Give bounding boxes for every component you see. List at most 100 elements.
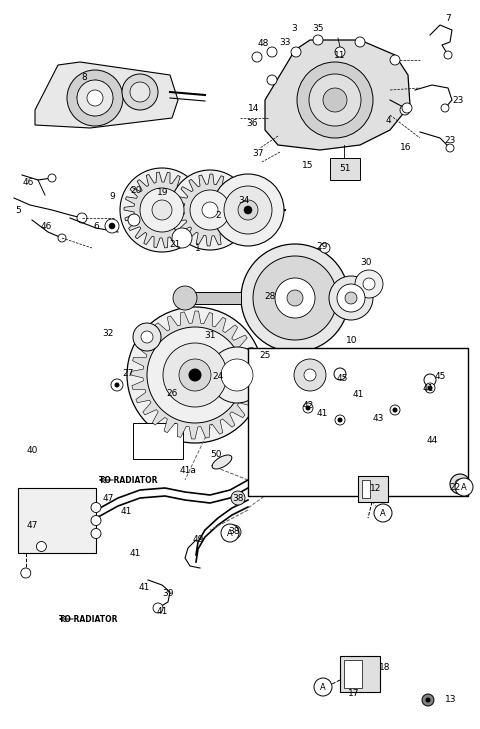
Text: 14: 14 xyxy=(248,104,260,112)
Bar xyxy=(185,292,241,304)
Text: 40: 40 xyxy=(26,445,38,454)
Circle shape xyxy=(313,35,323,45)
Circle shape xyxy=(244,206,252,214)
Text: 39: 39 xyxy=(162,590,174,599)
Text: 15: 15 xyxy=(302,160,314,170)
Circle shape xyxy=(287,290,303,306)
Text: A: A xyxy=(227,529,233,537)
Text: TO RADIATOR: TO RADIATOR xyxy=(99,475,157,485)
Text: 9: 9 xyxy=(109,192,115,200)
Text: 31: 31 xyxy=(204,330,216,340)
Circle shape xyxy=(455,479,465,489)
Circle shape xyxy=(127,307,263,443)
Text: 41: 41 xyxy=(422,383,434,392)
Circle shape xyxy=(87,90,103,106)
Circle shape xyxy=(252,52,262,62)
Text: 30: 30 xyxy=(360,257,372,267)
Circle shape xyxy=(36,542,47,552)
Text: 25: 25 xyxy=(259,351,271,359)
Text: 4: 4 xyxy=(385,115,391,125)
Bar xyxy=(18,488,96,553)
Circle shape xyxy=(133,323,161,351)
Text: 12: 12 xyxy=(370,483,382,493)
Text: 51: 51 xyxy=(339,163,351,173)
Circle shape xyxy=(335,415,345,425)
Circle shape xyxy=(170,170,250,250)
Text: 47: 47 xyxy=(26,521,38,531)
Circle shape xyxy=(314,678,332,696)
Circle shape xyxy=(173,286,197,310)
Polygon shape xyxy=(265,40,410,150)
Circle shape xyxy=(91,502,101,512)
Text: TO RADIATOR: TO RADIATOR xyxy=(59,615,117,623)
Text: 41a: 41a xyxy=(180,466,196,475)
Text: 28: 28 xyxy=(264,292,276,300)
Text: 29: 29 xyxy=(316,241,328,251)
Circle shape xyxy=(48,174,56,182)
Text: 23: 23 xyxy=(452,95,464,104)
Circle shape xyxy=(190,190,230,230)
Text: 11: 11 xyxy=(334,50,346,60)
Text: 44: 44 xyxy=(426,435,438,445)
Circle shape xyxy=(335,47,345,57)
Circle shape xyxy=(291,47,301,57)
Bar xyxy=(133,423,183,459)
Text: 37: 37 xyxy=(252,149,264,157)
Text: 49: 49 xyxy=(192,536,204,545)
Text: 22: 22 xyxy=(449,483,461,491)
Circle shape xyxy=(441,104,449,112)
Circle shape xyxy=(128,214,140,226)
Ellipse shape xyxy=(265,276,325,320)
Text: 21: 21 xyxy=(169,240,180,249)
Text: 23: 23 xyxy=(444,136,456,144)
Circle shape xyxy=(450,474,470,494)
Text: A: A xyxy=(380,509,386,518)
Bar xyxy=(344,660,362,688)
Text: 35: 35 xyxy=(312,23,324,33)
Circle shape xyxy=(238,200,258,220)
Circle shape xyxy=(189,369,201,381)
Circle shape xyxy=(140,188,184,232)
Circle shape xyxy=(209,347,265,403)
Circle shape xyxy=(422,694,434,706)
Ellipse shape xyxy=(212,455,232,469)
Circle shape xyxy=(91,515,101,526)
Text: 41: 41 xyxy=(352,389,364,399)
Text: 41: 41 xyxy=(129,550,141,558)
Circle shape xyxy=(306,406,310,410)
Polygon shape xyxy=(35,62,178,128)
Circle shape xyxy=(77,213,87,223)
Circle shape xyxy=(390,405,400,415)
Circle shape xyxy=(402,103,412,113)
Circle shape xyxy=(111,379,123,391)
Circle shape xyxy=(105,219,119,233)
Text: 24: 24 xyxy=(212,372,224,381)
Circle shape xyxy=(446,144,454,152)
Circle shape xyxy=(424,374,436,386)
Text: 10: 10 xyxy=(346,335,358,345)
Circle shape xyxy=(231,491,245,505)
Circle shape xyxy=(179,359,211,391)
Bar xyxy=(340,656,380,692)
Circle shape xyxy=(212,174,284,246)
Text: 42: 42 xyxy=(302,400,313,410)
Text: 32: 32 xyxy=(102,329,114,338)
Circle shape xyxy=(309,74,361,126)
Bar xyxy=(248,348,468,496)
Circle shape xyxy=(337,284,365,312)
Text: 48: 48 xyxy=(257,39,269,47)
Circle shape xyxy=(67,70,123,126)
Circle shape xyxy=(227,525,241,539)
Circle shape xyxy=(122,74,158,110)
Circle shape xyxy=(202,202,218,218)
Circle shape xyxy=(172,228,192,248)
Polygon shape xyxy=(77,80,113,116)
Circle shape xyxy=(141,331,153,343)
Circle shape xyxy=(334,368,346,380)
Circle shape xyxy=(77,80,113,116)
Text: 27: 27 xyxy=(122,368,134,378)
Circle shape xyxy=(304,369,316,381)
Circle shape xyxy=(253,256,337,340)
Text: 3: 3 xyxy=(291,23,297,33)
Bar xyxy=(358,476,388,502)
